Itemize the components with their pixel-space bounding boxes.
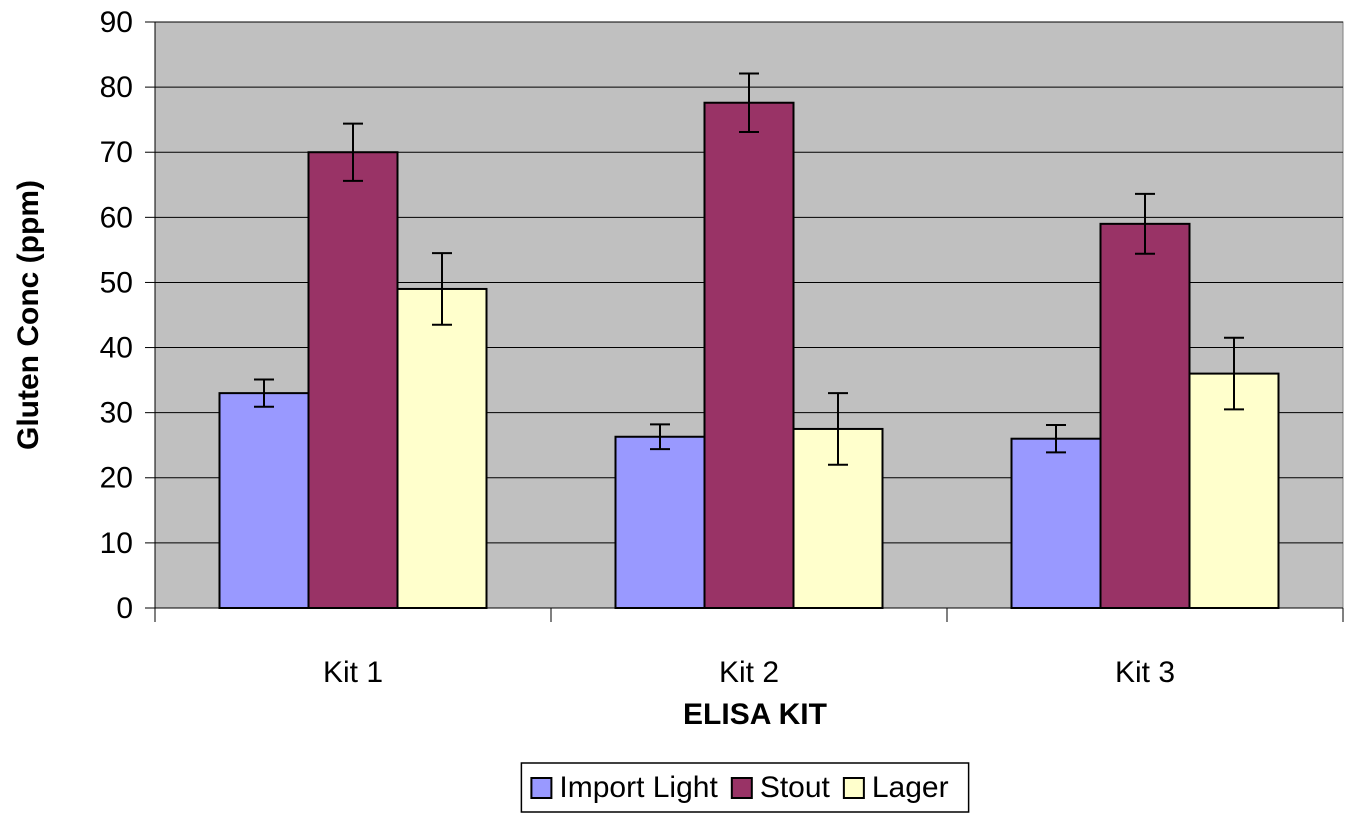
- error-bar: [739, 72, 759, 134]
- error-bar: [828, 392, 848, 466]
- x-tick-label: Kit 1: [323, 656, 383, 689]
- legend: Import Light Stout Lager: [520, 762, 970, 813]
- y-tick-label: 30: [100, 397, 133, 430]
- legend-label: Lager: [872, 771, 949, 804]
- x-tick-label: Kit 2: [719, 656, 779, 689]
- x-tick-label: Kit 3: [1115, 656, 1175, 689]
- bar: [1099, 222, 1191, 609]
- x-axis-title: ELISA KIT: [683, 698, 827, 731]
- error-bar: [343, 122, 363, 182]
- y-tick-label: 10: [100, 527, 133, 560]
- y-tick-label: 50: [100, 266, 133, 299]
- bar: [1010, 437, 1102, 610]
- legend-swatch: [842, 777, 865, 799]
- y-tick-label: 80: [100, 71, 133, 104]
- y-tick-label: 0: [116, 592, 133, 625]
- legend-swatch: [730, 777, 753, 799]
- error-bar: [1224, 336, 1244, 411]
- bar: [703, 101, 795, 609]
- legend-label: Import Light: [559, 771, 718, 804]
- y-tick-label: 70: [100, 136, 133, 169]
- error-bar: [432, 252, 452, 326]
- legend-label: Stout: [760, 771, 831, 804]
- legend-swatch: [530, 777, 553, 799]
- bar: [218, 392, 310, 609]
- bar: [307, 151, 399, 609]
- bar: [396, 287, 488, 609]
- error-bar: [650, 423, 670, 451]
- y-tick-label: 40: [100, 331, 133, 364]
- y-tick-label: 60: [100, 201, 133, 234]
- y-tick-label: 90: [100, 6, 133, 39]
- bar: [614, 435, 706, 609]
- bar: [1188, 372, 1280, 609]
- legend-box: [520, 762, 970, 813]
- y-axis-title: Gluten Conc (ppm): [12, 180, 45, 450]
- error-bar: [1046, 424, 1066, 454]
- error-bar: [1135, 192, 1155, 255]
- error-bar: [254, 378, 274, 408]
- y-tick-label: 20: [100, 462, 133, 495]
